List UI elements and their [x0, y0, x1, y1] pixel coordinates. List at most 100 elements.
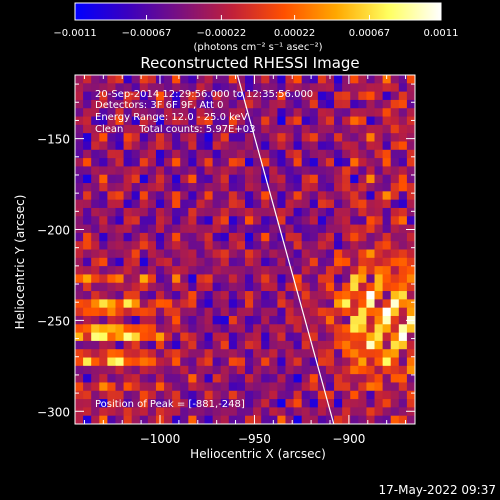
heatmap-cell [107, 207, 116, 217]
heatmap-cell [309, 382, 319, 392]
heatmap-cell [261, 216, 270, 225]
heatmap-cell [301, 349, 311, 358]
heatmap-cell [406, 199, 415, 209]
heatmap-cell [261, 207, 270, 217]
heatmap-cell [269, 191, 278, 201]
heatmap-cell [334, 399, 343, 408]
heatmap-cell [180, 158, 189, 167]
heatmap-cell [83, 332, 92, 342]
heatmap-cell [75, 149, 84, 159]
heatmap-cell [277, 249, 286, 259]
heatmap-cell [236, 216, 246, 225]
heatmap-cell [228, 83, 238, 93]
heatmap-cell [382, 149, 392, 159]
heatmap-cell [196, 116, 205, 126]
heatmap-cell [293, 174, 303, 184]
heatmap-cell [180, 332, 189, 342]
heatmap-cell [91, 407, 100, 417]
heatmap-cell [91, 191, 100, 201]
heatmap-cell [123, 365, 133, 375]
heatmap-cell [147, 116, 157, 126]
heatmap-cell [245, 199, 254, 209]
heatmap-cell [147, 199, 157, 209]
heatmap-cell [123, 99, 133, 109]
heatmap-cell [253, 274, 262, 284]
annotation-clean-counts: Clean Total counts: 5.97E+03 [95, 124, 255, 135]
heatmap-cell [277, 299, 286, 309]
heatmap-cell [406, 365, 415, 375]
heatmap-cell [253, 365, 262, 375]
heatmap-cell [180, 124, 189, 134]
heatmap-cell [358, 174, 367, 184]
heatmap-cell [382, 166, 392, 176]
heatmap-cell [269, 365, 278, 375]
heatmap-cell [293, 224, 303, 234]
heatmap-cell [261, 191, 270, 201]
heatmap-cell [398, 99, 408, 109]
heatmap-cell [212, 415, 222, 424]
heatmap-cell [164, 149, 173, 159]
heatmap-cell [269, 108, 278, 117]
heatmap-cell [147, 315, 157, 325]
heatmap-cell [99, 266, 108, 275]
heatmap-cell [131, 174, 141, 184]
heatmap-cell [334, 99, 343, 109]
heatmap-cell [285, 91, 294, 101]
heatmap-cell [301, 83, 311, 93]
heatmap-cell [236, 75, 246, 84]
heatmap-cell [309, 415, 319, 424]
heatmap-cell [139, 99, 149, 109]
heatmap-cell [309, 266, 319, 275]
heatmap-cell [75, 207, 84, 217]
heatmap-cell [301, 399, 311, 408]
heatmap-cell [107, 224, 116, 234]
heatmap-cell [123, 91, 133, 101]
heatmap-cell [228, 199, 238, 209]
heatmap-cell [325, 207, 335, 217]
heatmap-cell [325, 191, 335, 201]
heatmap-cell [325, 124, 335, 134]
heatmap-cell [301, 174, 311, 184]
heatmap-cell [115, 307, 124, 317]
heatmap-cell [91, 133, 100, 142]
heatmap-cell [317, 241, 327, 250]
heatmap-cell [317, 299, 327, 309]
heatmap-cell [382, 291, 392, 300]
heatmap-cell [406, 224, 415, 234]
heatmap-cell [107, 390, 116, 400]
heatmap-cell [99, 349, 108, 358]
x-tick-label: −950 [238, 432, 271, 446]
heatmap-cell [301, 390, 311, 400]
heatmap-cell [334, 224, 343, 234]
heatmap-cell [131, 374, 141, 383]
heatmap-cell [325, 266, 335, 275]
heatmap-cell [301, 116, 311, 126]
heatmap-cell [91, 266, 100, 275]
heatmap-cell [358, 266, 367, 275]
heatmap-cell [358, 407, 367, 417]
heatmap-cell [342, 116, 351, 126]
heatmap-cell [261, 374, 270, 383]
heatmap-cell [269, 299, 278, 309]
heatmap-cell [147, 399, 157, 408]
heatmap-cell [131, 158, 141, 167]
heatmap-cell [342, 365, 351, 375]
heatmap-cell [204, 83, 214, 93]
heatmap-cell [334, 274, 343, 284]
heatmap-cell [358, 224, 367, 234]
heatmap-cell [180, 415, 189, 424]
heatmap-cell [188, 75, 197, 84]
heatmap-cell [317, 75, 327, 84]
heatmap-cell [155, 282, 165, 292]
heatmap-cell [147, 166, 157, 176]
heatmap-cell [236, 291, 246, 300]
heatmap-cell [358, 249, 367, 259]
heatmap-cell [269, 149, 278, 159]
heatmap-cell [261, 108, 270, 117]
heatmap-cell [220, 357, 230, 367]
heatmap-cell [358, 232, 367, 242]
heatmap-cell [366, 133, 375, 142]
heatmap-cell [350, 91, 359, 101]
heatmap-cell [285, 365, 294, 375]
heatmap-cell [390, 232, 400, 242]
